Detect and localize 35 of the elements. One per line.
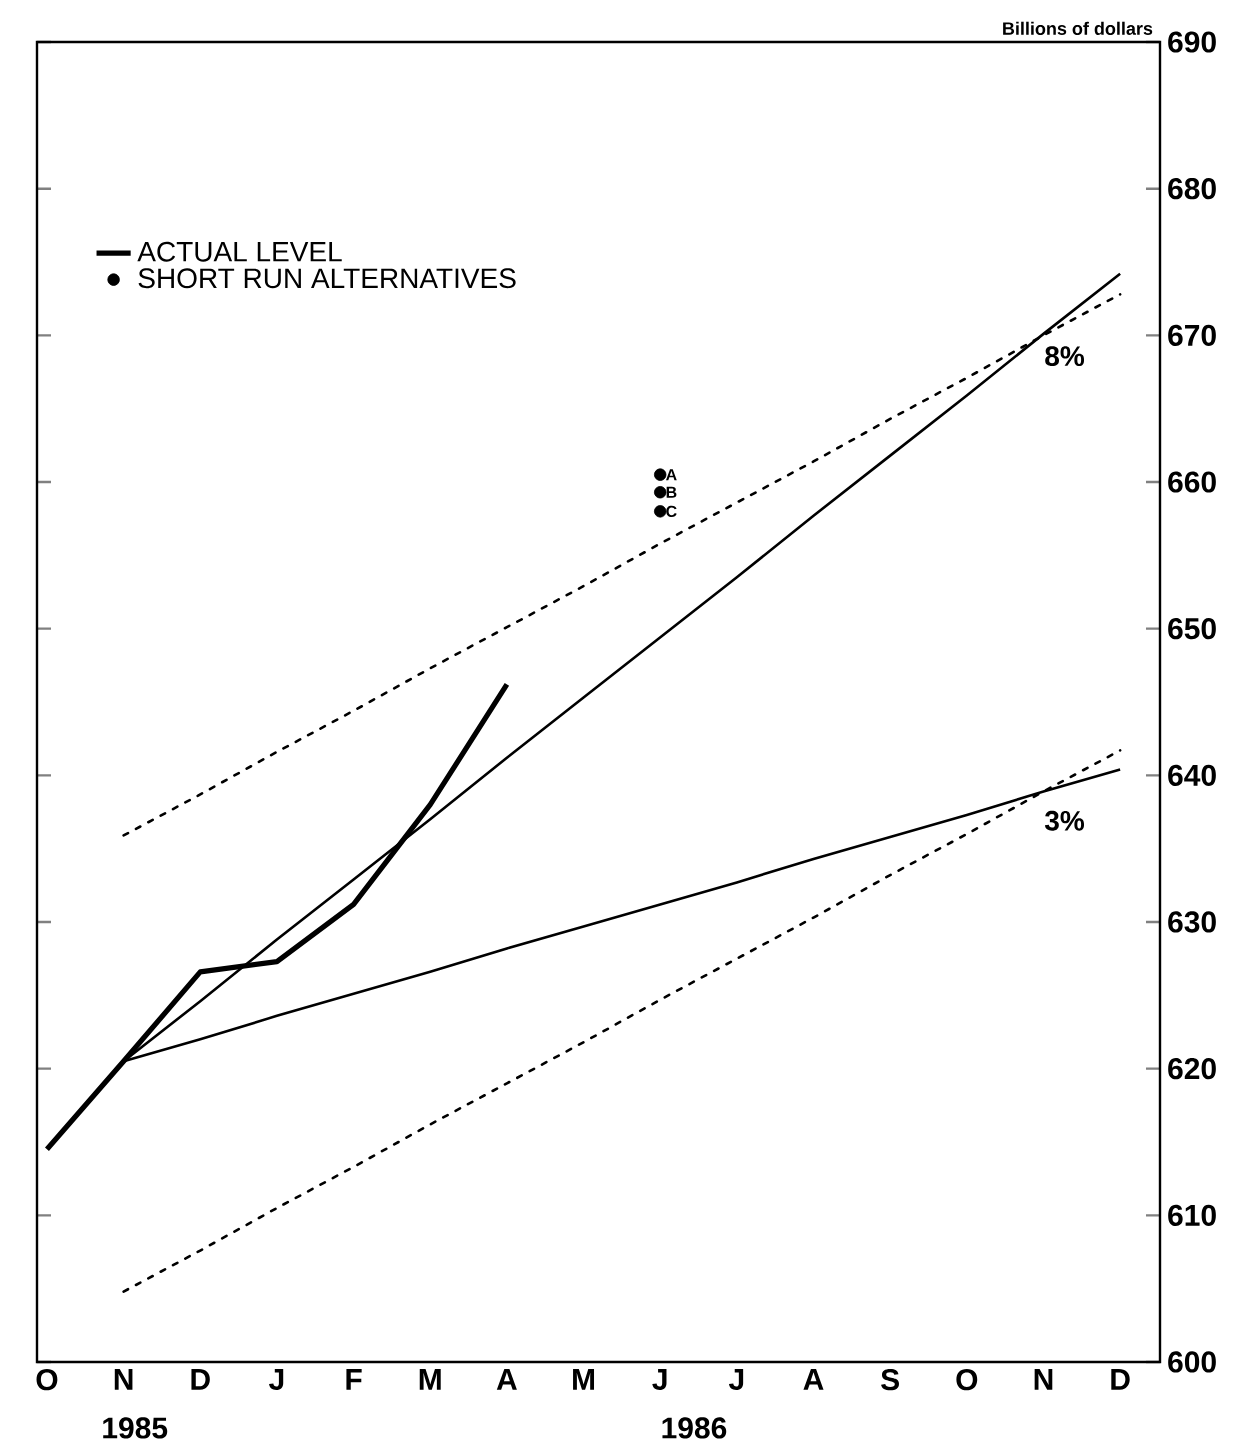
- x-tick-label: D: [1111, 1369, 1130, 1390]
- y-tick-label: 620: [1168, 1058, 1216, 1080]
- x-tick-label: S: [881, 1369, 899, 1391]
- data-label: B: [666, 486, 677, 498]
- y-tick-label: 690: [1168, 31, 1216, 53]
- x-tick-label: N: [1034, 1369, 1053, 1390]
- y-axis-title: Billions of dollars: [1003, 21, 1153, 35]
- annotation: 8%: [1045, 346, 1085, 367]
- y-tick-label: 640: [1168, 764, 1216, 786]
- x-tick-label: N: [114, 1369, 133, 1390]
- y-tick-label: 600: [1168, 1351, 1216, 1373]
- data-label: C: [666, 505, 677, 517]
- annotation: 3%: [1044, 810, 1085, 831]
- x-tick-label: A: [496, 1369, 517, 1390]
- legend-label: ACTUAL LEVEL: [137, 241, 342, 262]
- y-tick-label: 670: [1168, 324, 1216, 346]
- y-tick-label: 630: [1168, 911, 1216, 933]
- x-tick-label: M: [419, 1369, 441, 1390]
- x-tick-label: O: [36, 1369, 58, 1391]
- y-tick-label: 610: [1168, 1204, 1216, 1226]
- x-tick-label: O: [956, 1369, 978, 1391]
- x-tick-label: F: [346, 1369, 362, 1390]
- text: 1985: [103, 1417, 168, 1439]
- x-tick-label: D: [191, 1369, 210, 1390]
- x-tick-label: J: [652, 1369, 667, 1390]
- x-tick-label: J: [269, 1369, 284, 1390]
- text: 1986: [662, 1417, 727, 1439]
- y-tick-label: 680: [1168, 178, 1216, 200]
- data-label: A: [666, 469, 677, 481]
- x-tick-label: J: [728, 1369, 744, 1390]
- x-tick-label: M: [573, 1369, 595, 1390]
- legend-label: SHORT RUN ALTERNATIVES: [138, 268, 516, 289]
- x-tick-label: A: [803, 1369, 824, 1390]
- y-tick-label: 650: [1168, 618, 1216, 640]
- y-tick-label: 660: [1168, 471, 1216, 493]
